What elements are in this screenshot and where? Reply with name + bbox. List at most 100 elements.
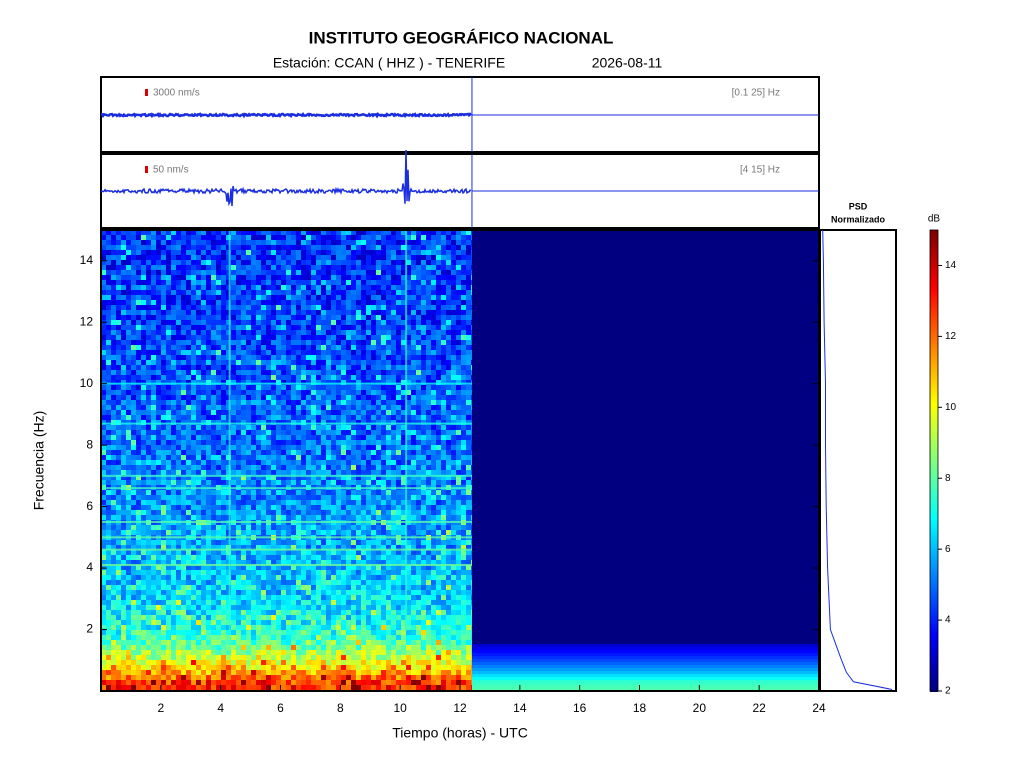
- spectrogram-cell: [426, 380, 431, 385]
- spectrogram-cell: [281, 240, 286, 245]
- spectrogram-cell: [316, 370, 321, 375]
- spectrogram-cell: [356, 385, 361, 390]
- spectrogram-cell: [151, 405, 156, 410]
- spectrogram-cell: [236, 280, 241, 285]
- spectrogram-cell: [236, 515, 241, 520]
- spectrogram-cell: [461, 480, 466, 485]
- spectrogram-cell: [186, 235, 191, 240]
- spectrogram-cell: [396, 420, 401, 425]
- spectrogram-cell: [346, 285, 351, 290]
- spectrogram-cell: [316, 240, 321, 245]
- spectrogram-cell: [376, 465, 381, 470]
- spectrogram-cell: [371, 390, 376, 395]
- spectrogram-cell: [286, 515, 291, 520]
- spectrogram-cell: [426, 350, 431, 355]
- spectrogram-cell: [421, 540, 426, 545]
- spectrogram-cell: [131, 555, 136, 560]
- spectrogram-cell: [216, 280, 221, 285]
- spectrogram-cell: [136, 335, 141, 340]
- spectrogram-cell: [216, 325, 221, 330]
- spectrogram-cell: [286, 310, 291, 315]
- spectrogram-cell: [156, 330, 161, 335]
- spectrogram-cell: [301, 365, 306, 370]
- spectrogram-cell: [161, 235, 166, 240]
- spectrogram-cell: [146, 405, 151, 410]
- spectrogram-cell: [241, 515, 246, 520]
- spectrogram-cell: [471, 435, 472, 440]
- spectrogram-cell: [146, 550, 151, 555]
- spectrogram-cell: [451, 480, 456, 485]
- spectrogram-cell: [206, 525, 211, 530]
- spectrogram-cell: [381, 525, 386, 530]
- spectrogram-cell: [371, 490, 376, 495]
- spectrogram-cell: [256, 330, 261, 335]
- spectrogram-cell: [121, 285, 126, 290]
- spectrogram-cell: [471, 415, 472, 420]
- spectrogram-cell: [266, 560, 271, 565]
- spectrogram-cell: [201, 465, 206, 470]
- spectrogram-cell: [311, 490, 316, 495]
- spectrogram-cell: [116, 555, 121, 560]
- spectrogram-cell: [351, 295, 356, 300]
- spectrogram-cell: [376, 495, 381, 500]
- spectrogram-cell: [201, 330, 206, 335]
- spectrogram-cell: [231, 510, 236, 515]
- spectrogram-cell: [236, 530, 241, 535]
- spectrogram-cell: [211, 280, 216, 285]
- spectrogram-cell: [406, 545, 411, 550]
- spectrogram-cell: [221, 250, 226, 255]
- spectrogram-cell: [286, 335, 291, 340]
- spectrogram-cell: [191, 375, 196, 380]
- spectrogram-cell: [426, 235, 431, 240]
- spectrogram-cell: [351, 435, 356, 440]
- spectrogram-cell: [391, 335, 396, 340]
- spectrogram-cell: [311, 505, 316, 510]
- spectrogram-cell: [321, 490, 326, 495]
- spectrogram-cell: [316, 325, 321, 330]
- spectrogram-cell: [191, 285, 196, 290]
- spectrogram-cell: [281, 545, 286, 550]
- spectrogram-cell: [246, 390, 251, 395]
- spectrogram-cell: [211, 345, 216, 350]
- spectrogram-cell: [296, 510, 301, 515]
- spectrogram-cell: [121, 295, 126, 300]
- spectrogram-cell: [341, 425, 346, 430]
- spectrogram-cell: [201, 280, 206, 285]
- spectrogram-cell: [306, 335, 311, 340]
- spectrogram-cell: [121, 345, 126, 350]
- spectrogram-cell: [416, 450, 421, 455]
- spectrogram-cell: [456, 515, 461, 520]
- spectrogram-cell: [121, 465, 126, 470]
- spectrogram-cell: [421, 280, 426, 285]
- spectrogram-cell: [241, 400, 246, 405]
- spectrogram-cell: [341, 275, 346, 280]
- spectrogram-cell: [151, 430, 156, 435]
- spectrogram-cell: [331, 405, 336, 410]
- spectrogram-cell: [436, 555, 441, 560]
- spectrogram-cell: [236, 325, 241, 330]
- spectrogram-cell: [201, 240, 206, 245]
- spectrogram-cell: [361, 505, 366, 510]
- spectrogram-cell: [406, 415, 411, 420]
- spectrogram-cell: [171, 340, 176, 345]
- spectrogram-cell: [386, 415, 391, 420]
- spectrogram-cell: [206, 540, 211, 545]
- spectrogram-cell: [366, 265, 371, 270]
- spectrogram-cell: [356, 235, 361, 240]
- spectrogram-cell: [396, 475, 401, 480]
- spectrogram-cell: [276, 415, 281, 420]
- spectrogram-cell: [151, 530, 156, 535]
- spectrogram-cell: [156, 495, 161, 500]
- spectrogram-cell: [186, 400, 191, 405]
- spectrogram-cell: [316, 270, 321, 275]
- spectrogram-cell: [311, 460, 316, 465]
- spectrogram-cell: [366, 455, 371, 460]
- spectrogram-cell: [221, 325, 226, 330]
- spectrogram-cell: [196, 235, 201, 240]
- spectrogram-cell: [271, 275, 276, 280]
- spectrogram-cell: [391, 550, 396, 555]
- spectrogram-cell: [376, 315, 381, 320]
- spectrogram-cell: [101, 410, 106, 415]
- spectrogram-cell: [101, 235, 106, 240]
- spectrogram-cell: [151, 320, 156, 325]
